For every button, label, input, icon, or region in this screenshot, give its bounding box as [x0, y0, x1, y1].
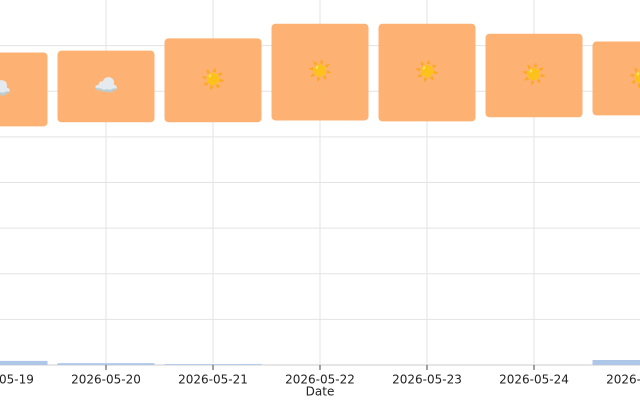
- x-tick-label: 2026-05-25: [606, 373, 640, 387]
- x-tick-label: 2026-05-23: [392, 373, 462, 387]
- weather-icon: ☁️: [0, 76, 11, 100]
- range-bar: [271, 23, 369, 121]
- weather-icon: ☀️: [415, 59, 440, 83]
- x-tick-label: 2026-05-22: [285, 373, 355, 387]
- weather-icon: ☀️: [629, 65, 640, 89]
- range-bar: [0, 52, 48, 127]
- range-bar: [164, 38, 262, 123]
- weather-icon: ☀️: [308, 59, 333, 83]
- x-tick-label: 2026-05-24: [499, 373, 569, 387]
- precipitation-bar: [164, 364, 262, 365]
- x-tick-label: 2026-05-19: [0, 373, 34, 387]
- precipitation-bar: [592, 359, 640, 365]
- weather-icon: ☀️: [522, 62, 547, 86]
- range-bar: [378, 23, 476, 122]
- range-bar: [485, 33, 583, 118]
- weather-icon: ☁️: [94, 73, 119, 97]
- range-bar: [57, 50, 155, 123]
- weather-icon: ☀️: [201, 67, 226, 91]
- precipitation-bar: [0, 360, 48, 365]
- x-axis-label: Date: [306, 385, 335, 399]
- x-tick-label: 2026-05-21: [178, 373, 248, 387]
- x-tick-label: 2026-05-20: [71, 373, 141, 387]
- range-bar: [592, 41, 640, 116]
- precipitation-bar: [57, 363, 155, 365]
